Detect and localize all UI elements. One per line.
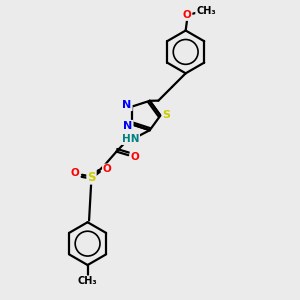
Text: CH₃: CH₃ [196,6,216,16]
Text: N: N [123,121,133,131]
Text: CH₃: CH₃ [78,276,98,286]
Text: S: S [87,171,96,184]
Text: O: O [183,10,191,20]
Text: HN: HN [122,134,139,144]
Text: S: S [162,110,170,121]
Text: N: N [122,100,132,110]
Text: O: O [103,164,112,174]
Text: O: O [70,168,79,178]
Text: O: O [130,152,139,162]
